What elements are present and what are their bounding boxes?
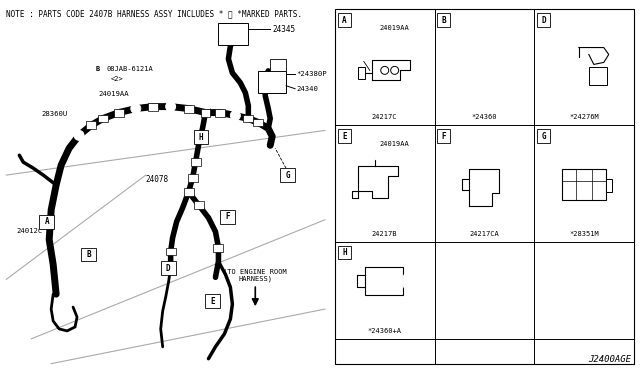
Bar (216, 109, 225, 116)
Text: *24380P: *24380P (296, 71, 327, 77)
Bar (605, 179, 612, 192)
Bar (338, 13, 351, 27)
Text: A: A (44, 217, 49, 226)
Text: H: H (198, 133, 204, 142)
Bar (253, 119, 263, 126)
Text: D: D (166, 264, 170, 273)
Text: B: B (86, 250, 91, 259)
Circle shape (566, 69, 582, 85)
Circle shape (477, 179, 487, 189)
Text: 24217B: 24217B (372, 231, 397, 237)
Bar (280, 168, 295, 182)
Bar (166, 247, 175, 256)
Text: *24276M: *24276M (569, 115, 599, 121)
Text: F: F (225, 212, 230, 221)
Text: E: E (211, 296, 215, 306)
Circle shape (456, 45, 512, 100)
Text: *24360+A: *24360+A (368, 328, 402, 334)
Bar (438, 13, 451, 27)
Bar (537, 129, 550, 143)
Bar (365, 267, 403, 295)
Text: 28360U: 28360U (41, 110, 67, 116)
Bar (161, 262, 175, 275)
Bar (184, 105, 193, 113)
Text: 24019AA: 24019AA (380, 141, 410, 147)
Circle shape (74, 131, 84, 140)
Bar (193, 201, 204, 209)
Bar (81, 247, 96, 262)
Bar (358, 67, 365, 79)
Circle shape (560, 63, 588, 91)
Bar (214, 244, 223, 251)
Ellipse shape (403, 270, 419, 292)
Text: 24019AA: 24019AA (380, 25, 410, 31)
Text: J2400AGE: J2400AGE (588, 355, 630, 364)
Bar (86, 122, 96, 129)
Text: 24078: 24078 (146, 175, 169, 184)
Bar (114, 109, 124, 116)
Text: A: A (342, 16, 347, 25)
Text: 24012C: 24012C (17, 228, 43, 234)
Circle shape (166, 102, 175, 112)
Bar (191, 158, 200, 166)
Bar (259, 71, 286, 93)
Ellipse shape (468, 55, 490, 69)
Circle shape (230, 110, 241, 121)
Circle shape (404, 275, 417, 287)
Text: 08JAB-6121A: 08JAB-6121A (107, 66, 154, 72)
Bar (205, 294, 220, 308)
Text: B: B (96, 66, 100, 72)
Circle shape (131, 104, 141, 113)
Text: 24345: 24345 (272, 25, 295, 34)
Text: *28351M: *28351M (569, 231, 599, 237)
Circle shape (90, 61, 106, 77)
Bar (338, 129, 351, 143)
Text: D: D (541, 16, 546, 25)
Text: 24217CA: 24217CA (469, 231, 499, 237)
Bar (39, 215, 54, 229)
Bar (218, 23, 248, 45)
Bar (188, 174, 198, 182)
Bar (184, 188, 193, 196)
Text: 24340: 24340 (296, 86, 318, 92)
Text: 24019AA: 24019AA (98, 91, 129, 97)
Text: H: H (342, 248, 347, 257)
Text: *24360: *24360 (472, 115, 497, 121)
Bar (200, 109, 211, 116)
Bar (338, 246, 351, 259)
Bar (537, 13, 550, 27)
Bar (270, 59, 286, 71)
Bar (589, 67, 607, 85)
Text: <2>: <2> (111, 76, 124, 82)
Text: F: F (442, 132, 446, 141)
Circle shape (371, 152, 379, 160)
Text: B: B (442, 16, 446, 25)
Text: 24217C: 24217C (372, 115, 397, 121)
Text: (TO ENGINE ROOM
HARNESS): (TO ENGINE ROOM HARNESS) (223, 268, 287, 282)
Bar (562, 169, 605, 201)
Bar (243, 115, 253, 122)
Bar (148, 103, 157, 110)
Text: G: G (285, 171, 290, 180)
Text: E: E (342, 132, 347, 141)
Bar (98, 115, 108, 122)
Bar (438, 129, 451, 143)
Text: G: G (541, 132, 546, 141)
Bar (193, 131, 209, 144)
Bar (220, 210, 236, 224)
Bar (335, 9, 634, 364)
Text: NOTE : PARTS CODE 2407B HARNESS ASSY INCLUDES * ※ *MARKED PARTS.: NOTE : PARTS CODE 2407B HARNESS ASSY INC… (6, 9, 302, 18)
